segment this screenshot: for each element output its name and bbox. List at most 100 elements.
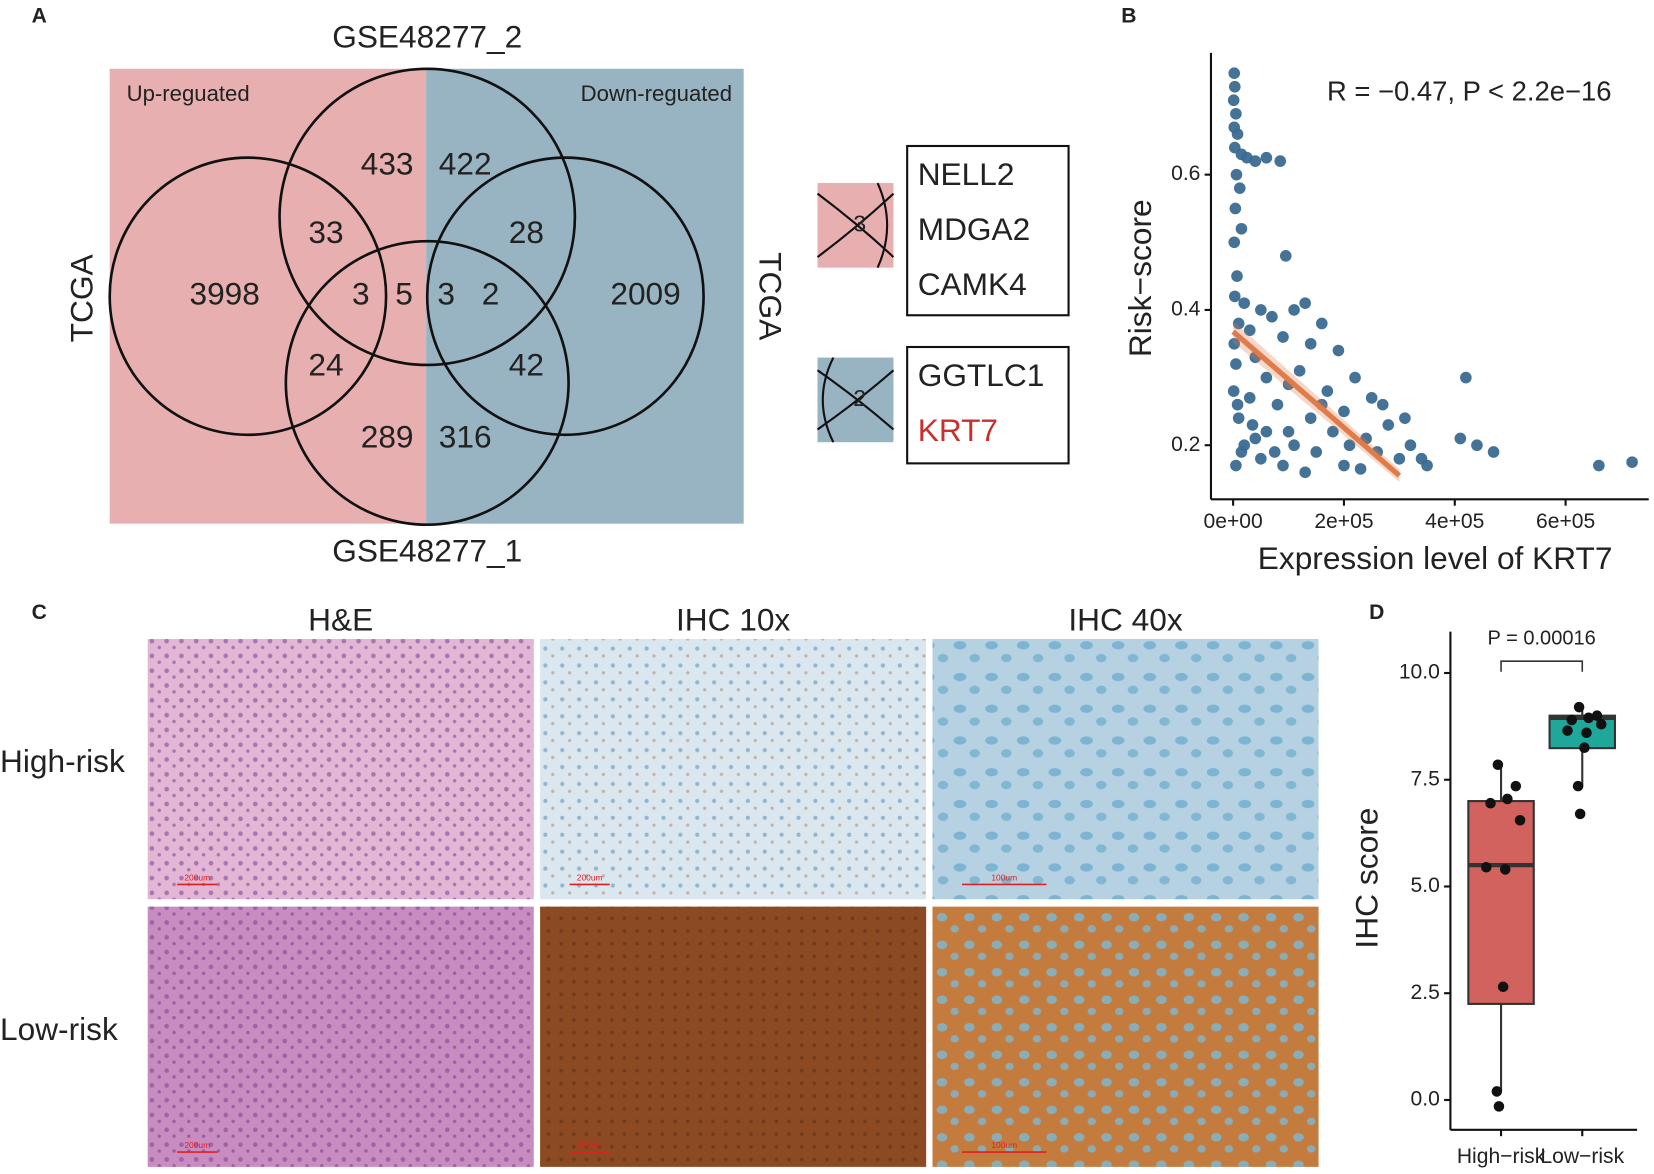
point — [1228, 67, 1241, 80]
point — [1233, 182, 1246, 194]
point — [1493, 1101, 1505, 1112]
point — [1304, 337, 1317, 350]
scale-bar-label: 200um — [184, 1140, 210, 1150]
point — [1228, 236, 1241, 249]
point — [1499, 864, 1511, 875]
x-axis-title: Expression level of KRT7 — [1258, 540, 1613, 576]
venn-insets: 3 NELL2 MDGA2 CAMK4 2 GGTLC1 KRT7 — [816, 144, 1070, 465]
point — [1231, 398, 1244, 411]
point — [1249, 432, 1262, 445]
gene-box — [906, 345, 1070, 465]
x-tick-label: 0e+00 — [1204, 510, 1263, 533]
point — [1481, 861, 1492, 873]
y-tick-label: 7.5 — [1411, 767, 1440, 790]
point — [1228, 290, 1241, 303]
point — [1315, 317, 1328, 330]
point — [1243, 324, 1256, 337]
micrograph-texture — [147, 906, 534, 1167]
point — [1491, 1086, 1503, 1097]
scale-bar-label: 200um — [577, 1140, 603, 1150]
point — [1231, 270, 1243, 282]
gene-name: NELL2 — [918, 156, 1015, 192]
y-tick-label: 0.2 — [1171, 433, 1200, 456]
annotation: R = −0.47, P < 2.2e−16 — [1327, 75, 1612, 106]
inset-swatch — [817, 183, 894, 268]
row-label: Low-risk — [0, 1011, 118, 1047]
point — [1354, 463, 1367, 475]
micrograph-texture — [540, 638, 927, 900]
inset-count: 3 — [853, 210, 866, 236]
set-label: TCGA — [64, 253, 100, 342]
point — [1260, 425, 1273, 438]
y-tick-label: 0.4 — [1171, 297, 1201, 320]
region-count: 2 — [482, 276, 500, 312]
set-label: GSE48277_1 — [332, 533, 522, 569]
region-count: 3998 — [189, 276, 259, 312]
point — [1274, 155, 1287, 167]
region-count: 289 — [361, 418, 414, 454]
venn-label: Down-reguated — [581, 81, 732, 106]
inset-count: 2 — [853, 385, 866, 411]
panel-letter: C — [32, 601, 47, 624]
point — [1228, 80, 1241, 93]
region-count: 316 — [439, 418, 492, 454]
point — [1231, 128, 1244, 140]
column-title: H&E — [308, 601, 373, 637]
point — [1471, 439, 1483, 452]
point — [1343, 439, 1356, 452]
fit-line — [1231, 329, 1402, 478]
point — [1271, 398, 1284, 411]
point — [1227, 94, 1240, 107]
point — [1235, 446, 1248, 458]
point — [1266, 310, 1278, 323]
point — [1460, 371, 1472, 384]
scale-bar-label: 200um — [577, 872, 603, 882]
up-region — [109, 68, 427, 524]
point — [1293, 364, 1306, 377]
point — [1327, 425, 1339, 438]
venn-circle — [425, 156, 705, 437]
region-count: 3 — [437, 276, 455, 312]
point — [1338, 405, 1350, 418]
inset-swatch — [817, 357, 894, 443]
point — [1249, 155, 1262, 167]
scale-bar-label: 100um — [991, 872, 1017, 882]
point — [1255, 452, 1267, 465]
point — [1299, 297, 1311, 309]
point — [1230, 107, 1242, 120]
y-axis-title: IHC score — [1349, 808, 1385, 949]
scale-bar-label: 200um — [184, 872, 210, 882]
region-count: 42 — [509, 346, 544, 382]
point — [1260, 151, 1273, 164]
panel-letter: D — [1369, 601, 1384, 624]
point — [1230, 459, 1242, 472]
point — [1626, 456, 1638, 468]
point — [1232, 412, 1245, 424]
point — [1304, 412, 1317, 424]
y-tick-label: 5.0 — [1411, 874, 1440, 897]
point — [1574, 808, 1586, 820]
point — [1229, 202, 1242, 215]
venn-circle — [108, 156, 388, 437]
point — [1321, 385, 1334, 397]
micrograph-texture — [147, 638, 534, 900]
point — [1514, 815, 1526, 826]
y-axis-title: Risk−score — [1122, 199, 1158, 357]
venn-circle — [278, 67, 577, 367]
x-tick-label: 6e+05 — [1536, 510, 1595, 533]
point — [1228, 337, 1241, 350]
point — [1246, 419, 1259, 431]
point — [1487, 446, 1500, 458]
y-tick-label: 10.0 — [1399, 661, 1440, 684]
micrograph-texture — [540, 906, 927, 1167]
annotation: P = 0.00016 — [1488, 627, 1596, 649]
point — [1277, 331, 1289, 343]
row-label: High-risk — [0, 743, 125, 779]
point — [1485, 797, 1496, 809]
set-label: TCGA — [753, 252, 789, 341]
point — [1502, 793, 1513, 805]
region-count: 433 — [361, 145, 414, 181]
point — [1230, 358, 1242, 370]
x-tick-label: 2e+05 — [1314, 510, 1373, 533]
point — [1338, 459, 1350, 472]
